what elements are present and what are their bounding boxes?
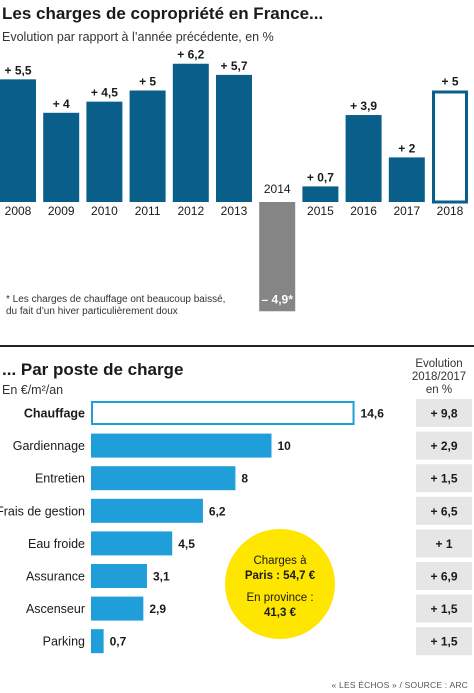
footnote-line-1: * Les charges de chauffage ont beaucoup … (6, 294, 226, 305)
category-label: Ascenseur (26, 602, 85, 616)
evolution-value: + 1,5 (430, 602, 457, 616)
category-label: Chauffage (24, 407, 85, 421)
year-tick-label: 2013 (221, 204, 248, 218)
callout-text-line: Charges à (253, 555, 307, 567)
evolution-cell (416, 431, 472, 460)
hbar-ascenseur (91, 596, 144, 621)
hbar-value-label: 4,5 (178, 537, 195, 551)
bar-2008 (0, 79, 36, 202)
bar-value-label: + 0,7 (307, 170, 334, 184)
category-label: Eau froide (28, 537, 85, 551)
evolution-header-line-3: en % (425, 384, 453, 396)
year-tick-label: 2018 (437, 204, 464, 218)
callout-text-line: En province : (246, 592, 313, 604)
bar-value-label: + 4,5 (91, 86, 118, 100)
hbar-value-label: 2,9 (149, 602, 166, 616)
hbar-value-label: 3,1 (153, 570, 170, 584)
bar-value-label: + 5 (441, 75, 458, 89)
evolution-value: + 2,9 (430, 439, 457, 453)
bar-value-label: + 4 (53, 97, 70, 111)
bar-2012 (172, 63, 209, 202)
evolution-header: Evolution 2018/2017 en % (405, 358, 473, 397)
evolution-value: + 6,5 (430, 504, 457, 518)
bar-value-label: + 3,9 (350, 99, 377, 113)
bar-2017 (388, 157, 425, 202)
year-tick-label: 2014 (264, 182, 291, 196)
footnote: * Les charges de chauffage ont beaucoup … (6, 294, 256, 318)
hbar-assurance (91, 564, 147, 588)
chart-title: Les charges de copropriété en France... (2, 4, 324, 23)
hbar-entretien (91, 466, 236, 491)
bar-2018 (432, 90, 468, 204)
year-tick-label: 2009 (48, 204, 75, 218)
bar-value-label: + 2 (398, 141, 415, 155)
evolution-cell (416, 594, 472, 623)
hbar-value-label: 6,2 (209, 504, 226, 518)
hbar-value-label: 14,6 (361, 407, 385, 421)
category-label: Parking (43, 635, 85, 649)
callout-text-line: 41,3 € (264, 607, 297, 619)
bar-value-label: + 5 (139, 75, 156, 89)
year-tick-label: 2011 (135, 204, 161, 218)
evolution-cell (416, 562, 472, 590)
hbar-parking (91, 629, 104, 654)
bar-value-label: + 5,5 (4, 63, 31, 77)
charges-callout (225, 529, 335, 639)
evolution-cell (416, 399, 472, 427)
evolution-header-line-1: Evolution (415, 358, 463, 370)
bar-2009 (43, 112, 80, 202)
year-tick-label: 2017 (393, 204, 420, 218)
year-tick-label: 2010 (91, 204, 118, 218)
hbar-eau-froide (91, 531, 173, 556)
bar-2014 (259, 202, 296, 312)
category-label: Entretien (35, 472, 85, 486)
bar-2015 (302, 186, 339, 202)
hbar-value-label: 8 (241, 472, 248, 486)
year-tick-label: 2015 (307, 204, 334, 218)
bar-2011 (129, 90, 166, 202)
section-title: ... Par poste de charge (2, 360, 184, 379)
chart-subtitle: Evolution par rapport à l’année précéden… (2, 30, 274, 44)
bar-value-label: – 4,9* (262, 292, 294, 306)
evolution-cell (416, 529, 472, 558)
source-credit: « LES ÉCHOS » / SOURCE : ARC (331, 680, 468, 690)
bar-2010 (86, 101, 123, 202)
bar-2013 (216, 74, 252, 202)
year-tick-label: 2008 (5, 204, 32, 218)
bar-2016 (345, 115, 382, 202)
evolution-cell (416, 627, 472, 656)
bar-value-label: + 6,2 (177, 48, 204, 62)
hbar-frais-de-gestion (91, 498, 203, 523)
category-label: Frais de gestion (0, 504, 85, 518)
evolution-value: + 6,9 (430, 570, 457, 584)
evolution-value: + 9,8 (430, 407, 457, 421)
callout-text-line: Paris : 54,7 € (245, 570, 316, 582)
evolution-cell (416, 496, 472, 525)
category-label: Gardiennage (13, 439, 85, 453)
hbar-value-label: 0,7 (110, 635, 127, 649)
bar-value-label: + 5,7 (220, 59, 247, 73)
hbar-gardiennage (91, 433, 272, 458)
evolution-header-line-2: 2018/2017 (411, 371, 467, 383)
year-tick-label: 2012 (177, 204, 204, 218)
evolution-cell (416, 464, 472, 493)
hbar-chauffage (91, 401, 355, 425)
section-unit: En €/m²/an (2, 383, 64, 397)
evolution-value: + 1,5 (430, 472, 457, 486)
evolution-value: + 1 (435, 537, 452, 551)
year-tick-label: 2016 (350, 204, 377, 218)
category-label: Assurance (26, 570, 85, 584)
hbar-value-label: 10 (278, 439, 292, 453)
footnote-line-2: du fait d’un hiver particulièrement doux (6, 306, 178, 317)
evolution-value: + 1,5 (430, 635, 457, 649)
